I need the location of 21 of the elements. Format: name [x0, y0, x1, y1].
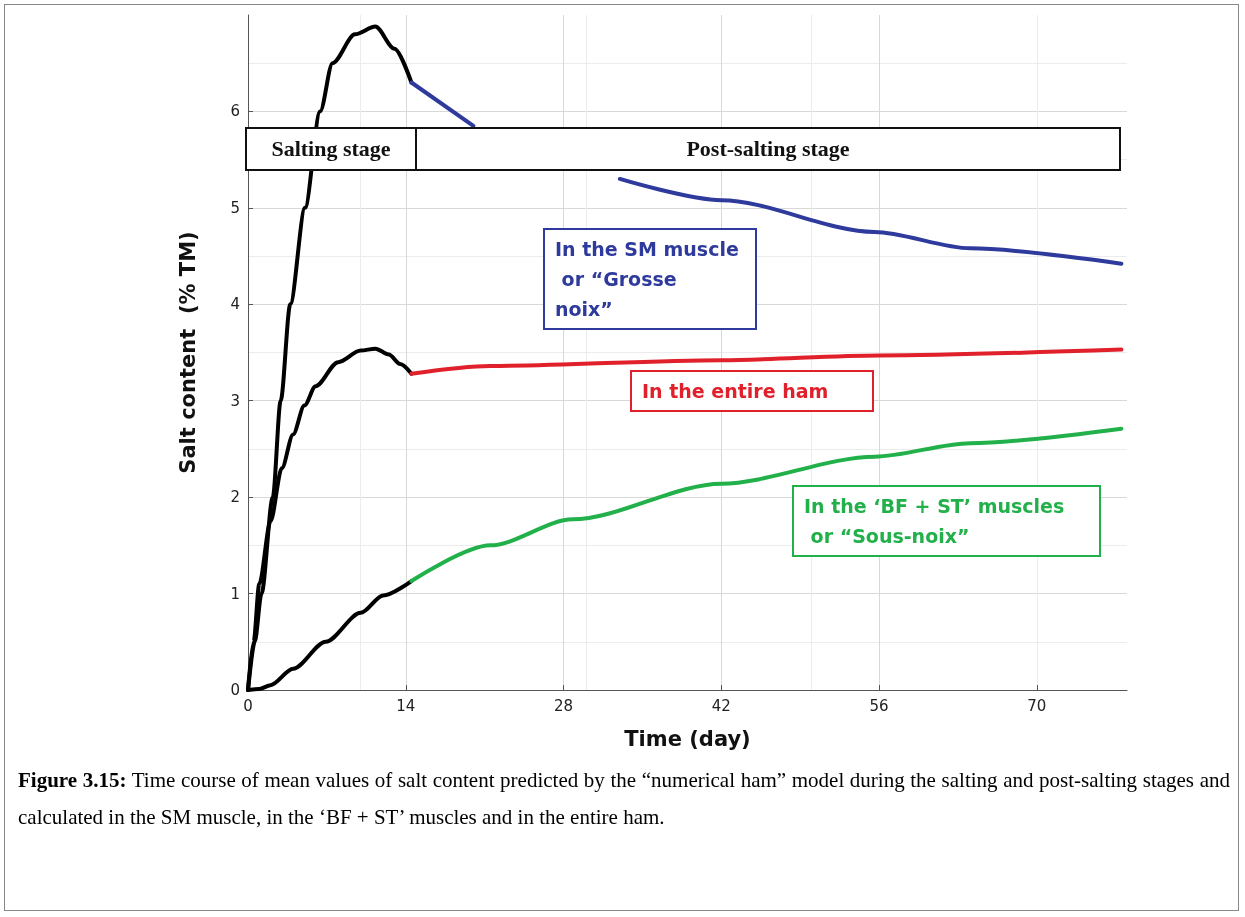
- x-axis-title: Time (day): [624, 726, 751, 751]
- stage-banner: Post-salting stage: [415, 127, 1121, 171]
- y-tick-label: 1: [230, 584, 240, 603]
- y-tick-label: 2: [230, 488, 240, 507]
- series-label: In the SM muscle or “Grosse noix”: [555, 238, 739, 320]
- x-tick-label: 42: [711, 696, 731, 715]
- y-tick-label: 6: [230, 102, 240, 121]
- x-tick-label: 70: [1027, 696, 1047, 715]
- y-tick-label: 4: [230, 295, 240, 314]
- x-tick-label: 28: [553, 696, 574, 715]
- x-tick-label: 56: [869, 696, 889, 715]
- series-label: In the ‘BF + ST’ muscles or “Sous-noix”: [804, 495, 1065, 547]
- x-tick-label: 14: [396, 696, 416, 715]
- y-tick-label: 3: [230, 391, 240, 410]
- series-label: In the entire ham: [642, 380, 829, 402]
- x-tick-label: 0: [243, 696, 253, 715]
- y-tick-label: 5: [230, 198, 240, 217]
- y-axis-title: Salt content (% TM): [175, 231, 200, 474]
- caption: Figure 3.15: Time course of mean values of salt content predicted by the “numerical ham” model during the salting and post-salting stages and calculated in the SM muscle, in the ‘BF + ST’ muscles and in the entire ham.: [18, 767, 1230, 831]
- stage-banner: Salting stage: [245, 127, 417, 171]
- y-tick-label: 0: [230, 681, 240, 699]
